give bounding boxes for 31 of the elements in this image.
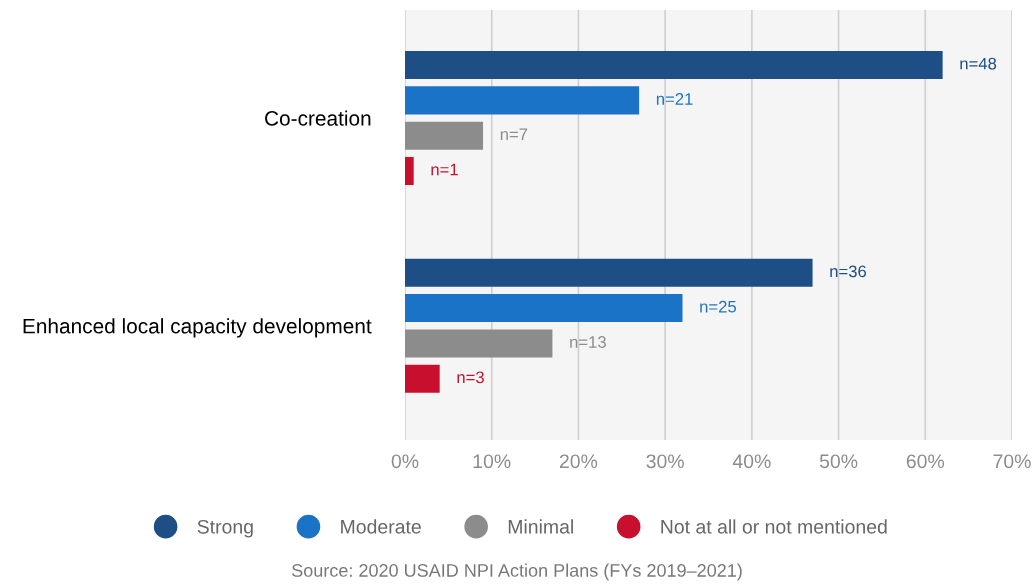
annotation: n=36 — [830, 265, 867, 278]
annotation: n=48 — [960, 57, 997, 70]
legend-label: Not at all or not mentioned — [661, 519, 887, 534]
legend-label: Moderate — [341, 519, 421, 534]
bar — [405, 156, 414, 186]
bar — [405, 51, 943, 80]
x-tick-label: 10% — [473, 454, 511, 469]
y-tick-label: Enhanced local capacity development — [23, 318, 372, 338]
annotation: n=7 — [500, 128, 528, 140]
bar — [405, 364, 440, 393]
x-tick-label: 30% — [646, 454, 684, 469]
x-tick-label: 0% — [391, 454, 419, 469]
source-note: Source: 2020 USAID NPI Action Plans (FYs 2019–2021) — [292, 563, 742, 581]
bar — [405, 294, 683, 323]
legend-label: Strong — [197, 519, 253, 538]
x-tick-label: 40% — [732, 454, 771, 469]
annotation: n=13 — [570, 336, 606, 348]
annotation: n=25 — [700, 300, 736, 313]
legend-label: Minimal — [508, 519, 573, 534]
bar — [405, 258, 813, 287]
annotation: n=21 — [656, 93, 693, 105]
bar — [405, 329, 553, 358]
y-tick-label: Co-creation — [265, 110, 371, 126]
x-tick-label: 60% — [906, 454, 945, 469]
bar — [405, 86, 640, 115]
annotation: n=3 — [457, 371, 484, 384]
x-tick-label: 50% — [819, 454, 858, 469]
annotation: n=1 — [431, 163, 458, 176]
x-tick-label: 70% — [993, 454, 1031, 469]
bar — [405, 121, 484, 150]
x-tick-label: 20% — [559, 454, 598, 469]
